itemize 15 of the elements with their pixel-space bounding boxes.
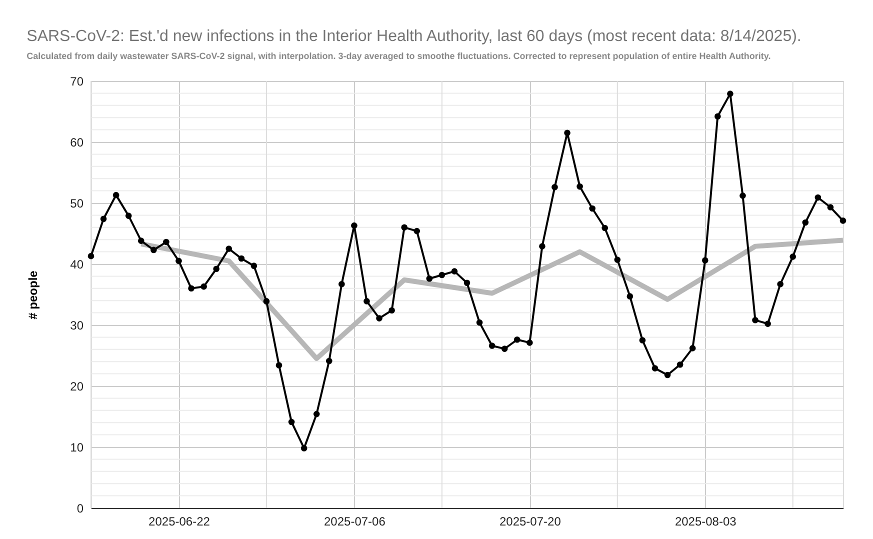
y-tick-label: 60	[70, 136, 84, 150]
y-tick-label: 0	[76, 502, 84, 516]
y-tick-label: 30	[70, 318, 84, 332]
y-tick-label: 10	[70, 440, 84, 454]
x-tick-label: 2025-06-22	[148, 514, 210, 528]
y-tick-label: 50	[70, 196, 84, 210]
chart-subtitle: Calculated from daily wastewater SARS-CoV-2 signal, with interpolation. 3-day averaged to smoothe fluctuations. Corrected to represent population of entire Health Authority.	[26, 51, 771, 61]
y-tick-label: 20	[70, 380, 84, 394]
x-tick-label: 2025-07-06	[324, 514, 386, 528]
y-axis-title: # people	[26, 270, 40, 320]
chart-title: SARS-CoV-2: Est.'d new infections in the Interior Health Authority, last 60 days (most recent data: 8/14/2025).	[26, 28, 802, 45]
y-tick-label: 40	[70, 258, 84, 272]
y-tick-label: 70	[70, 74, 84, 88]
x-tick-label: 2025-07-20	[499, 514, 562, 528]
x-tick-label: 2025-08-03	[674, 514, 737, 528]
